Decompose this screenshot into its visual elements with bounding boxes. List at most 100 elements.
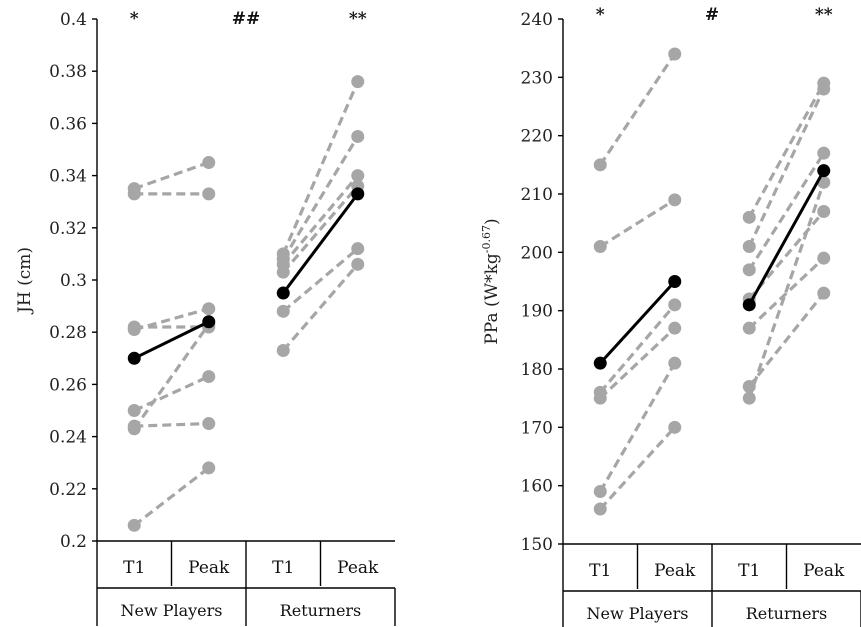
individual-series-line: [282, 184, 359, 274]
individual-point: [593, 158, 607, 172]
individual-point: [668, 47, 682, 61]
individual-point: [817, 82, 831, 96]
y-tick-label: 150: [521, 535, 553, 555]
y-tick-label: 0.26: [49, 375, 87, 395]
individual-point: [202, 156, 216, 170]
individual-series-line: [599, 198, 676, 248]
individual-series-line: [747, 82, 826, 219]
individual-series-line: [134, 421, 209, 428]
individual-point: [127, 422, 141, 436]
y-tick-label: 0.28: [49, 323, 87, 343]
individual-series-line: [747, 181, 826, 399]
y-axis-label-base: PPa (W*kg: [482, 253, 502, 345]
individual-series-line: [598, 362, 677, 493]
individual-point: [742, 321, 756, 335]
individual-point: [127, 323, 141, 337]
individual-series-line: [282, 174, 359, 266]
y-tick-label: 0.38: [49, 62, 87, 82]
y-axis-label: PPa (W*kg-0.67): [480, 218, 502, 344]
y-tick-label: 0.32: [49, 219, 87, 239]
y-axis-label-exponent: -0.67: [480, 225, 493, 253]
individual-point: [668, 356, 682, 370]
y-tick-label: 190: [521, 302, 553, 322]
individual-point: [202, 461, 216, 475]
individual-point: [351, 242, 365, 256]
individual-series-line: [747, 88, 826, 248]
significance-marker: #: [705, 5, 719, 25]
individual-point: [742, 210, 756, 224]
individual-point: [351, 75, 365, 89]
individual-point: [817, 251, 831, 265]
individual-point: [276, 343, 290, 357]
y-tick-label: 170: [521, 418, 553, 438]
mean-point: [668, 275, 682, 288]
mean-series-line: [282, 192, 359, 294]
y-tick-label: 0.3: [60, 271, 87, 291]
mean-point: [351, 187, 365, 201]
significance-marker: **: [349, 9, 367, 29]
category-label: T1: [589, 561, 611, 581]
individual-point: [742, 380, 756, 393]
category-label: T1: [123, 558, 145, 578]
mean-series-line: [599, 280, 676, 365]
y-tick-label: 160: [521, 477, 553, 497]
y-axis-label: JH (cm): [15, 247, 35, 315]
individual-point: [817, 286, 831, 300]
y-tick-label: 0.34: [49, 167, 87, 187]
individual-series-line: [281, 81, 360, 255]
individual-point: [742, 391, 756, 405]
individual-point: [351, 129, 365, 143]
individual-series-line: [282, 263, 359, 352]
individual-point: [817, 146, 831, 160]
individual-point: [202, 302, 216, 316]
mean-series-line: [747, 169, 826, 306]
individual-series-line: [748, 257, 825, 330]
mean-point: [127, 351, 141, 365]
individual-series-line: [133, 307, 210, 332]
individual-point: [351, 169, 365, 183]
group-label: New Players: [120, 601, 222, 620]
y-tick-label: 220: [521, 127, 553, 147]
individual-point: [202, 370, 216, 384]
y-tick-label: 240: [521, 10, 553, 30]
individual-series-line: [598, 53, 677, 166]
individual-point: [202, 187, 216, 201]
mean-point: [276, 286, 290, 300]
y-tick-label: 0.4: [60, 10, 87, 30]
individual-point: [668, 298, 682, 312]
individual-point: [276, 265, 290, 279]
individual-series-line: [282, 247, 359, 313]
individual-point: [668, 193, 682, 207]
individual-point: [593, 485, 607, 498]
individual-series-line: [599, 327, 676, 400]
y-tick-label: 0.24: [49, 428, 87, 448]
category-label: T1: [738, 561, 760, 581]
individual-series-line: [747, 152, 826, 271]
y-tick-label: 180: [521, 360, 553, 380]
individual-point: [668, 420, 682, 434]
individual-series-line: [133, 161, 210, 191]
mean-point: [202, 315, 216, 329]
group-label: Returners: [746, 604, 828, 623]
individual-point: [127, 187, 141, 201]
mean-point: [742, 298, 756, 312]
individual-series-line: [281, 135, 360, 260]
y-tick-label: 200: [521, 243, 553, 263]
significance-marker: *: [130, 9, 139, 29]
category-label: Peak: [337, 558, 379, 578]
individual-point: [276, 304, 290, 318]
y-axis-label-end: ): [482, 218, 502, 225]
group-label: New Players: [586, 604, 688, 623]
individual-point: [742, 263, 756, 277]
individual-series-line: [599, 426, 676, 511]
category-label: Peak: [803, 561, 845, 581]
mean-series-line: [133, 320, 210, 360]
y-tick-label: 0.2: [60, 532, 87, 552]
individual-point: [593, 502, 607, 516]
y-tick-label: 0.22: [49, 480, 87, 500]
y-tick-label: 0.36: [49, 114, 87, 134]
significance-marker: **: [815, 5, 833, 25]
individual-point: [127, 518, 141, 532]
individual-point: [593, 240, 607, 253]
